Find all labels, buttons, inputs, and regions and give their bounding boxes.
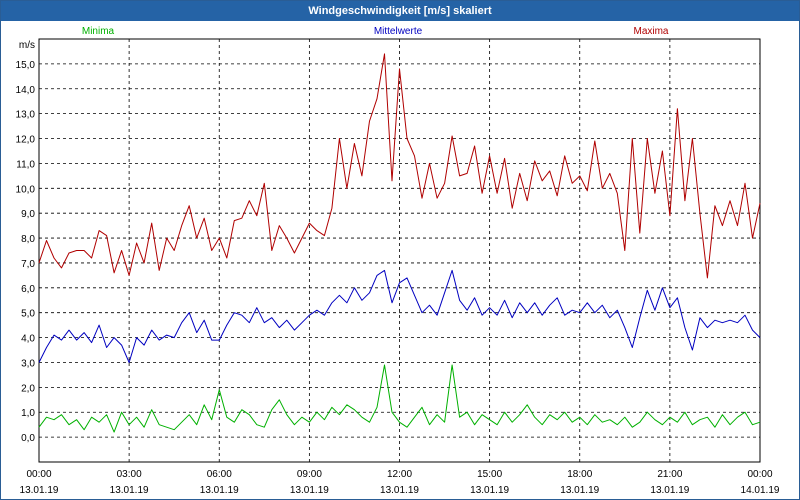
x-tick-time-label: 00:00 [747,469,772,480]
series-line-mittelwerte [38,269,761,363]
series-line-maxima [38,53,761,279]
legend: Minima Mittelwerte Maxima [82,26,669,37]
x-tick-time-label: 21:00 [657,469,682,480]
x-tick-time-label: 15:00 [477,469,502,480]
legend-entry-maxima: Maxima [633,26,668,37]
x-tick-time-label: 12:00 [387,469,412,480]
wind-speed-chart: 0,0 1,0 2,0 3,0 4,0 5,0 6,0 7,0 8,0 9,0 10,0 11,0 12… [16,26,780,496]
plot-border [38,38,761,463]
y-tick-label: 12,0 [16,135,36,146]
y-tick-label: 4,0 [21,334,35,345]
y-tick-label: 14,0 [16,85,36,96]
y-tick-label: 0,0 [21,433,35,444]
window-title: Windgeschwindigkeit [m/s] skaliert [1,1,799,21]
y-tick-label: 3,0 [21,358,35,369]
y-tick-label: 6,0 [21,284,35,295]
x-tick-date-label: 14.01.19 [741,485,780,496]
y-tick-label: 13,0 [16,110,36,121]
x-tick-time-label: 03:00 [117,469,142,480]
x-tick-time-label: 09:00 [297,469,322,480]
x-tick-time-label: 06:00 [207,469,232,480]
x-tick-date-label: 13.01.19 [470,485,509,496]
gridlines [39,39,760,462]
x-tick-date-label: 13.01.19 [650,485,689,496]
x-tick-date-label: 13.01.19 [110,485,149,496]
y-tick-label: 7,0 [21,259,35,270]
series-line-minima [38,364,761,433]
axis-labels: 0,0 1,0 2,0 3,0 4,0 5,0 6,0 7,0 8,0 9,0 10,0 11,0 12… [16,40,780,496]
x-tick-time-label: 18:00 [567,469,592,480]
y-tick-label: 11,0 [16,159,35,170]
legend-entry-minima: Minima [82,26,115,37]
x-tick-date-label: 13.01.19 [200,485,239,496]
x-tick-date-label: 13.01.19 [560,485,599,496]
y-tick-label: 8,0 [21,234,35,245]
series-layer [38,53,761,433]
x-tick-date-label: 13.01.19 [380,485,419,496]
y-tick-label: 9,0 [21,209,35,220]
x-tick-time-label: 00:00 [26,469,51,480]
legend-entry-mittelwerte: Mittelwerte [374,26,423,37]
y-tick-label: 15,0 [16,60,36,71]
x-tick-date-label: 13.01.19 [20,485,59,496]
y-tick-label: 5,0 [21,309,35,320]
y-tick-label: 2,0 [21,383,35,394]
y-axis-label: m/s [19,40,35,51]
axes [38,38,761,463]
x-tick-date-label: 13.01.19 [290,485,329,496]
y-tick-label: 1,0 [21,408,35,419]
y-tick-label: 10,0 [16,184,36,195]
